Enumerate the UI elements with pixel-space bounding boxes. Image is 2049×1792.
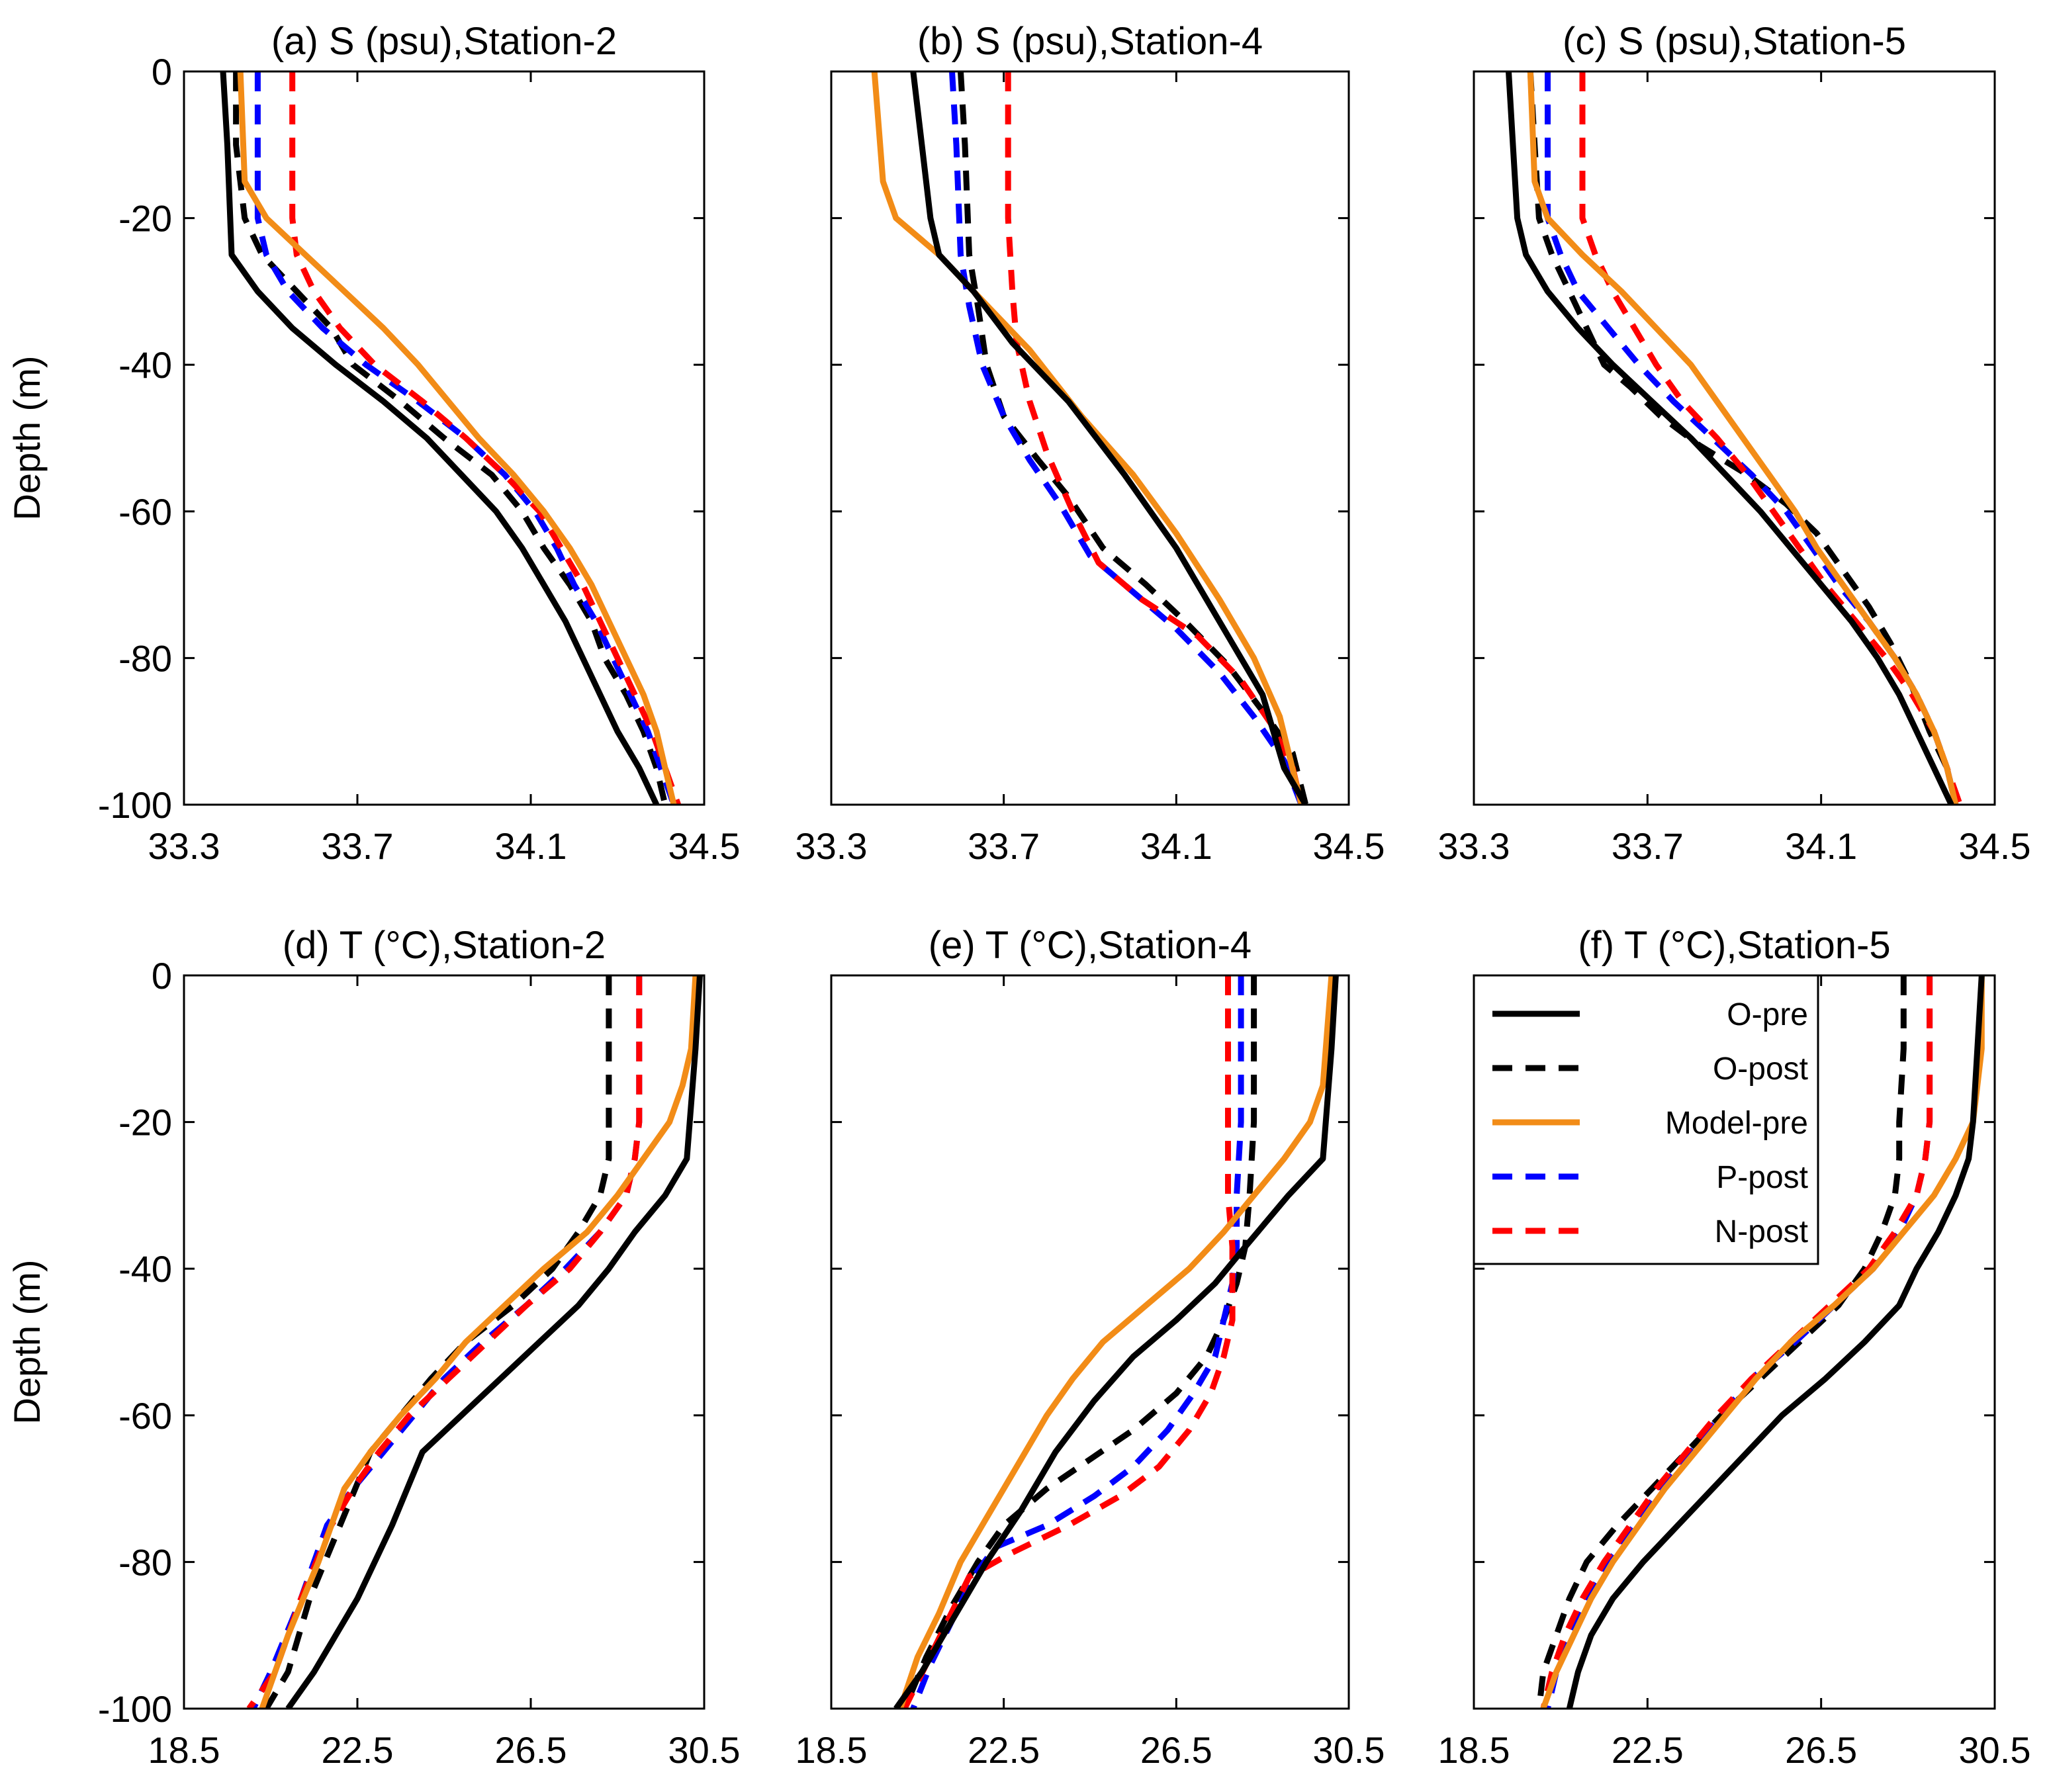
x-tick-label: 22.5 (968, 1729, 1040, 1771)
chart-panel-5: 18.5 22.5 26.5 30.5 (e) T (°C),Station-4 (796, 924, 1385, 1771)
panel-title: (f) T (°C),Station-5 (1578, 924, 1890, 967)
series-line-o-pre (1506, 71, 1954, 805)
series-line-model-pre (871, 71, 1304, 805)
y-tick-label: -100 (98, 784, 172, 826)
y-axis-label: Depth (m) (6, 356, 48, 521)
series-line-n-post (1540, 975, 1933, 1709)
legend-label: O-pre (1727, 997, 1808, 1032)
series-line-p-post (250, 975, 643, 1709)
y-tick-label: -100 (98, 1688, 172, 1730)
x-tick-label: 33.3 (796, 825, 868, 867)
series-line-n-post (246, 975, 643, 1709)
y-tick-label: -80 (118, 637, 172, 679)
x-tick-label: 18.5 (148, 1729, 220, 1771)
series-line-o-post (958, 71, 1309, 805)
series-line-n-post (901, 975, 1236, 1709)
series-line-p-post (949, 71, 1304, 805)
x-tick-label: 22.5 (1612, 1729, 1684, 1771)
series-line-o-pre (910, 71, 1308, 805)
series-line-o-post (1535, 975, 1907, 1709)
x-tick-label: 30.5 (668, 1729, 741, 1771)
series-line-o-pre (220, 71, 660, 805)
x-tick-label: 34.1 (1140, 825, 1212, 867)
x-tick-label: 34.1 (495, 825, 567, 867)
y-tick-label: -80 (118, 1541, 172, 1583)
x-tick-label: 34.5 (668, 825, 741, 867)
panel-title: (e) T (°C),Station-4 (929, 924, 1252, 967)
y-tick-label: -20 (118, 198, 172, 240)
chart-panel-2: 33.3 33.7 34.1 34.5 (b) S (psu),Station-4 (796, 20, 1385, 867)
x-tick-label: 30.5 (1313, 1729, 1385, 1771)
legend-label: O-post (1713, 1052, 1808, 1087)
y-tick-label: -40 (118, 1248, 172, 1290)
series-line-model-pre (237, 71, 677, 805)
x-tick-label: 26.5 (495, 1729, 567, 1771)
panel-title: (d) T (°C),Station-2 (283, 924, 606, 967)
chart-panel-3: 33.3 33.7 34.1 34.5 (c) S (psu),Station-5 (1438, 20, 2031, 867)
series-line-model-pre (259, 975, 699, 1709)
legend: O-pre O-post Model-pre P-post N-post (1473, 974, 1819, 1265)
series-line-n-post (289, 71, 681, 805)
series-line-o-post (233, 71, 668, 805)
panel-title: (a) S (psu),Station-2 (271, 20, 617, 63)
y-tick-label: -60 (118, 491, 172, 533)
x-tick-label: 34.5 (1959, 825, 2031, 867)
x-tick-label: 26.5 (1140, 1729, 1212, 1771)
x-tick-label: 34.5 (1313, 825, 1385, 867)
series-line-o-pre (285, 975, 703, 1709)
y-tick-label: -60 (118, 1395, 172, 1437)
x-tick-label: 30.5 (1959, 1729, 2031, 1771)
series-line-n-post (1579, 71, 1963, 805)
series-line-o-pre (893, 975, 1339, 1709)
x-tick-label: 33.7 (1612, 825, 1684, 867)
x-tick-label: 18.5 (1438, 1729, 1510, 1771)
x-tick-label: 33.7 (322, 825, 394, 867)
x-tick-label: 33.3 (1438, 825, 1510, 867)
chart-panel-6: 18.5 22.5 26.5 30.5 (f) T (°C),Station-5 (1438, 924, 2031, 1771)
panel-title: (b) S (psu),Station-4 (917, 20, 1263, 63)
legend-label: Model-pre (1665, 1106, 1808, 1141)
series-line-p-post (1545, 71, 1959, 805)
x-tick-label: 33.7 (968, 825, 1040, 867)
legend-label: P-post (1716, 1160, 1808, 1195)
y-tick-label: -20 (118, 1102, 172, 1143)
y-axis-label: Depth (m) (6, 1260, 48, 1425)
axes-box (830, 70, 1350, 806)
series-line-model-pre (897, 975, 1335, 1709)
axes-box (183, 974, 706, 1710)
x-tick-label: 18.5 (796, 1729, 868, 1771)
series-line-o-post (263, 975, 612, 1709)
y-tick-label: 0 (152, 51, 172, 93)
series-line-n-post (1005, 71, 1304, 805)
y-tick-label: -40 (118, 344, 172, 386)
y-tick-label: 0 (152, 955, 172, 997)
x-tick-label: 22.5 (322, 1729, 394, 1771)
series-line-o-post (901, 975, 1257, 1709)
series-line-model-pre (1527, 71, 1959, 805)
axes-box (1473, 70, 1996, 806)
x-tick-label: 33.3 (148, 825, 220, 867)
legend-label: N-post (1715, 1214, 1808, 1249)
series-line-o-pre (1566, 975, 1985, 1709)
panel-title: (c) S (psu),Station-5 (1563, 20, 1906, 63)
x-tick-label: 34.1 (1785, 825, 1857, 867)
x-tick-label: 26.5 (1785, 1729, 1857, 1771)
axes-box (830, 974, 1350, 1710)
axes-box (183, 70, 706, 806)
